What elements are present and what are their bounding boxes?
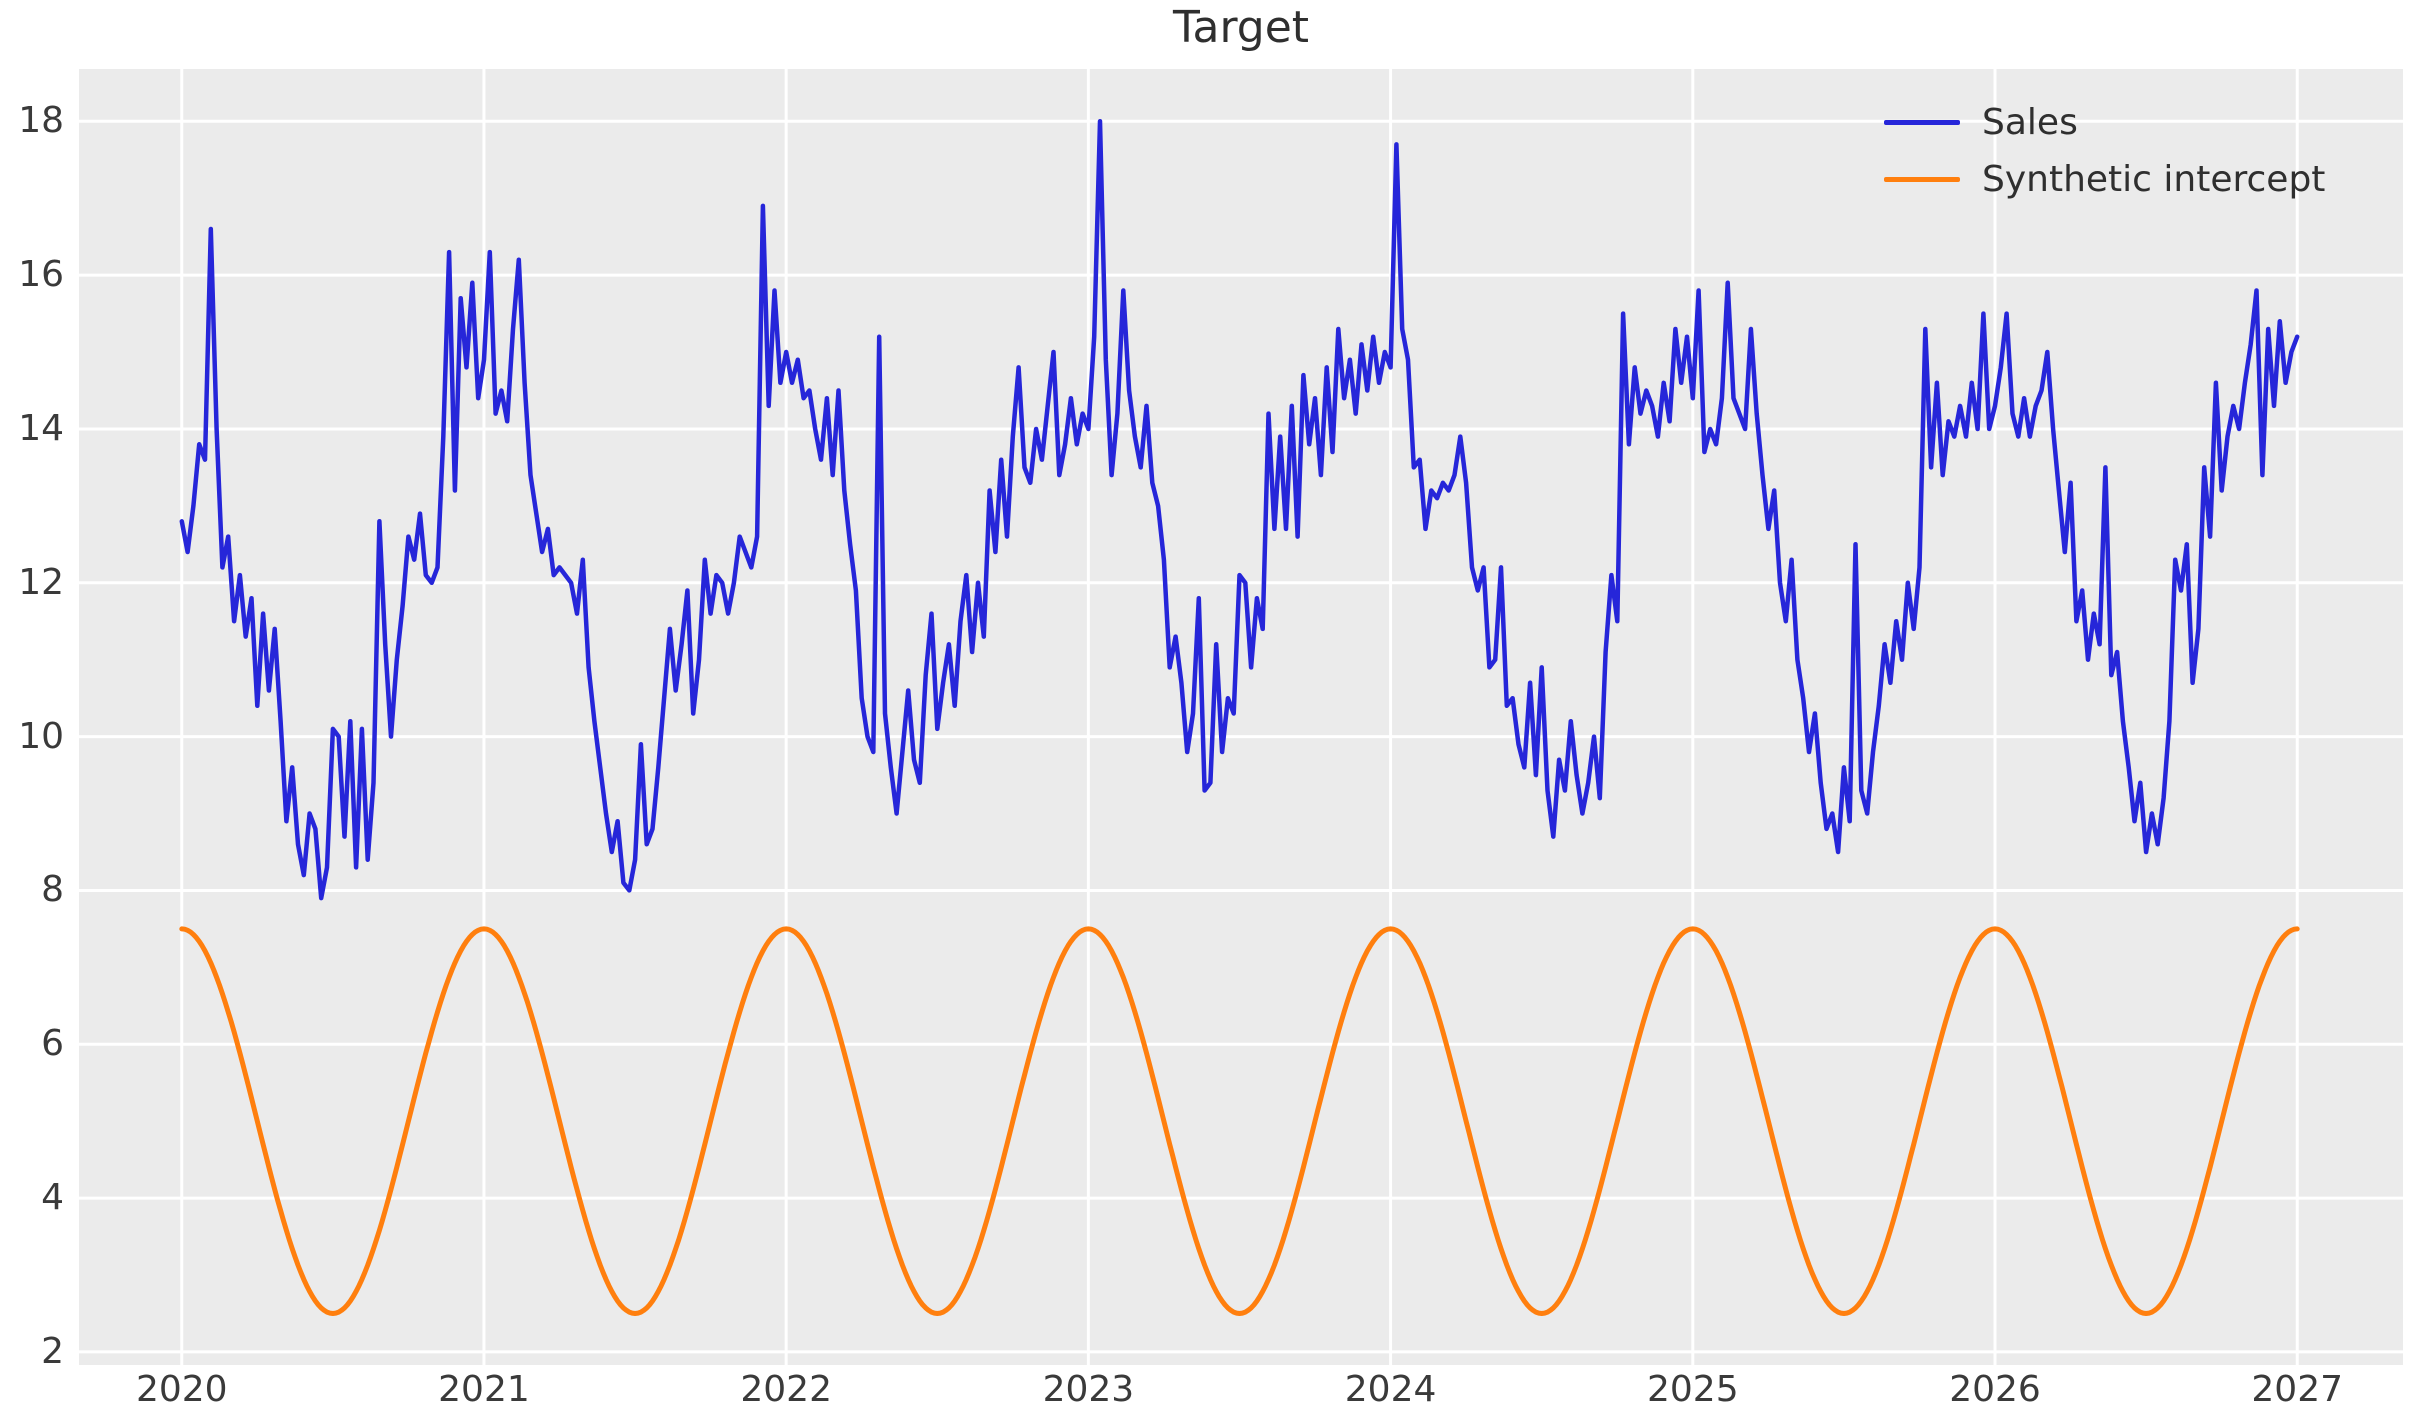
y-tick-label: 8 <box>41 869 64 911</box>
x-tick-label: 2020 <box>135 1369 228 1410</box>
synthetic-intercept-line <box>179 926 2300 1316</box>
x-tick-label: 2027 <box>2251 1369 2344 1410</box>
y-tick-label: 6 <box>41 1023 64 1065</box>
y-tick-label: 4 <box>41 1177 64 1219</box>
legend-item-synthetic-intercept: Synthetic intercept <box>1884 151 2325 208</box>
legend-label: Synthetic intercept <box>1982 159 2326 200</box>
plot-background <box>79 69 2403 1365</box>
legend-label: Sales <box>1982 102 2078 143</box>
x-tick-label: 2024 <box>1344 1369 1437 1410</box>
y-tick-label: 18 <box>18 100 64 142</box>
y-tick-label: 16 <box>18 254 64 296</box>
x-tick-label: 2023 <box>1042 1369 1135 1410</box>
legend-line-sample <box>1884 177 1960 182</box>
x-tick-label: 2022 <box>740 1369 832 1410</box>
x-tick-label: 2021 <box>438 1369 530 1410</box>
y-tick-label: 10 <box>18 715 64 757</box>
y-tick-label: 12 <box>18 561 64 603</box>
y-tick-label: 2 <box>41 1330 64 1372</box>
y-tick-label: 14 <box>18 407 64 449</box>
chart-title: Target <box>1172 2 1310 53</box>
x-tick-label: 2025 <box>1646 1369 1739 1410</box>
legend: Sales Synthetic intercept <box>1884 94 2325 208</box>
legend-line-sample <box>1884 120 1960 125</box>
sales-line <box>179 119 2300 901</box>
x-tick-label: 2026 <box>1949 1369 2041 1410</box>
legend-item-sales: Sales <box>1884 94 2325 151</box>
